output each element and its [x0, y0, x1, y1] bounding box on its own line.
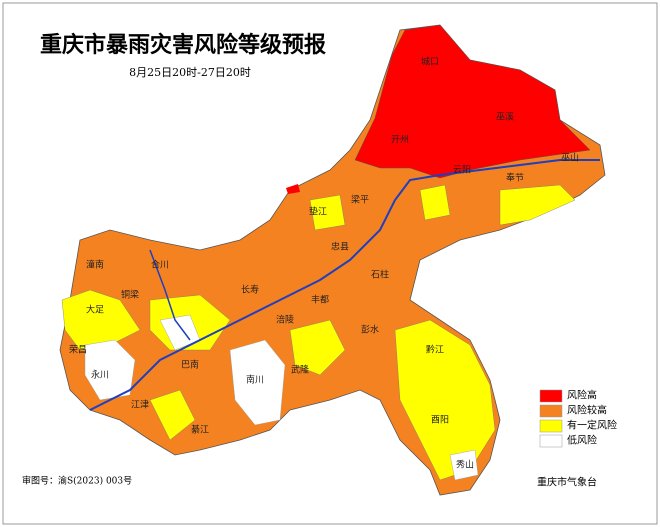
yangtze-river	[89, 159, 600, 411]
region-medium-low	[309, 194, 346, 231]
place-label: 永川	[91, 369, 109, 381]
place-label: 荣昌	[69, 344, 87, 356]
region-high	[354, 24, 591, 179]
place-label: 黔江	[426, 344, 444, 356]
place-label: 奉节	[506, 172, 524, 184]
place-label: 秀山	[456, 459, 474, 471]
legend-swatch	[539, 434, 563, 448]
region-medium-low	[61, 289, 141, 351]
place-label: 忠县	[331, 242, 349, 253]
region-low	[229, 339, 286, 426]
legend-label: 风险较高	[567, 404, 607, 417]
place-label: 城口	[421, 57, 439, 68]
region-high	[286, 184, 300, 194]
map	[59, 24, 606, 496]
place-label: 梁平	[351, 194, 369, 206]
place-label: 铜梁	[121, 289, 139, 301]
legend-label: 有一定风险	[567, 419, 617, 432]
subtitle: 8月25日20时-27日20时	[129, 66, 251, 79]
legend-swatch	[539, 419, 563, 433]
place-label: 巴南	[181, 359, 199, 371]
place-label: 开州	[391, 135, 409, 146]
place-label: 江津	[131, 400, 149, 411]
place-label: 长寿	[241, 284, 259, 296]
place-label: 巫山	[561, 153, 579, 164]
issuer: 重庆市气象台	[537, 476, 597, 489]
region-low	[84, 339, 136, 401]
place-label: 南川	[246, 374, 264, 386]
jialing-river	[149, 249, 191, 341]
legend-swatch	[539, 404, 563, 418]
region-medium-low	[149, 389, 196, 441]
legend-label: 风险高	[567, 389, 597, 402]
place-label: 云阳	[453, 165, 471, 176]
place-label: 酉阳	[431, 415, 449, 426]
place-label: 石柱	[371, 269, 389, 281]
place-label: 涪陵	[276, 314, 294, 326]
legend-label: 低风险	[567, 434, 597, 447]
place-label: 巫溪	[496, 111, 514, 123]
place-label: 丰都	[311, 294, 329, 306]
title: 重庆市暴雨灾害风险等级预报	[40, 32, 326, 58]
region-low	[449, 449, 479, 481]
place-label: 垫江	[309, 206, 327, 218]
place-label: 潼南	[86, 259, 104, 271]
legend-swatch	[539, 389, 563, 403]
place-label: 綦江	[191, 424, 209, 436]
place-label: 大足	[86, 304, 104, 316]
approval-number: 审图号：渝S(2023) 003号	[22, 475, 132, 487]
region-medium-low	[419, 184, 451, 221]
place-label: 合川	[151, 259, 169, 271]
place-label: 彭水	[361, 324, 379, 336]
place-label: 武隆	[291, 364, 309, 376]
region-medium-low	[499, 184, 576, 226]
region-medium-low	[394, 319, 496, 481]
region-medium-low	[289, 319, 346, 376]
